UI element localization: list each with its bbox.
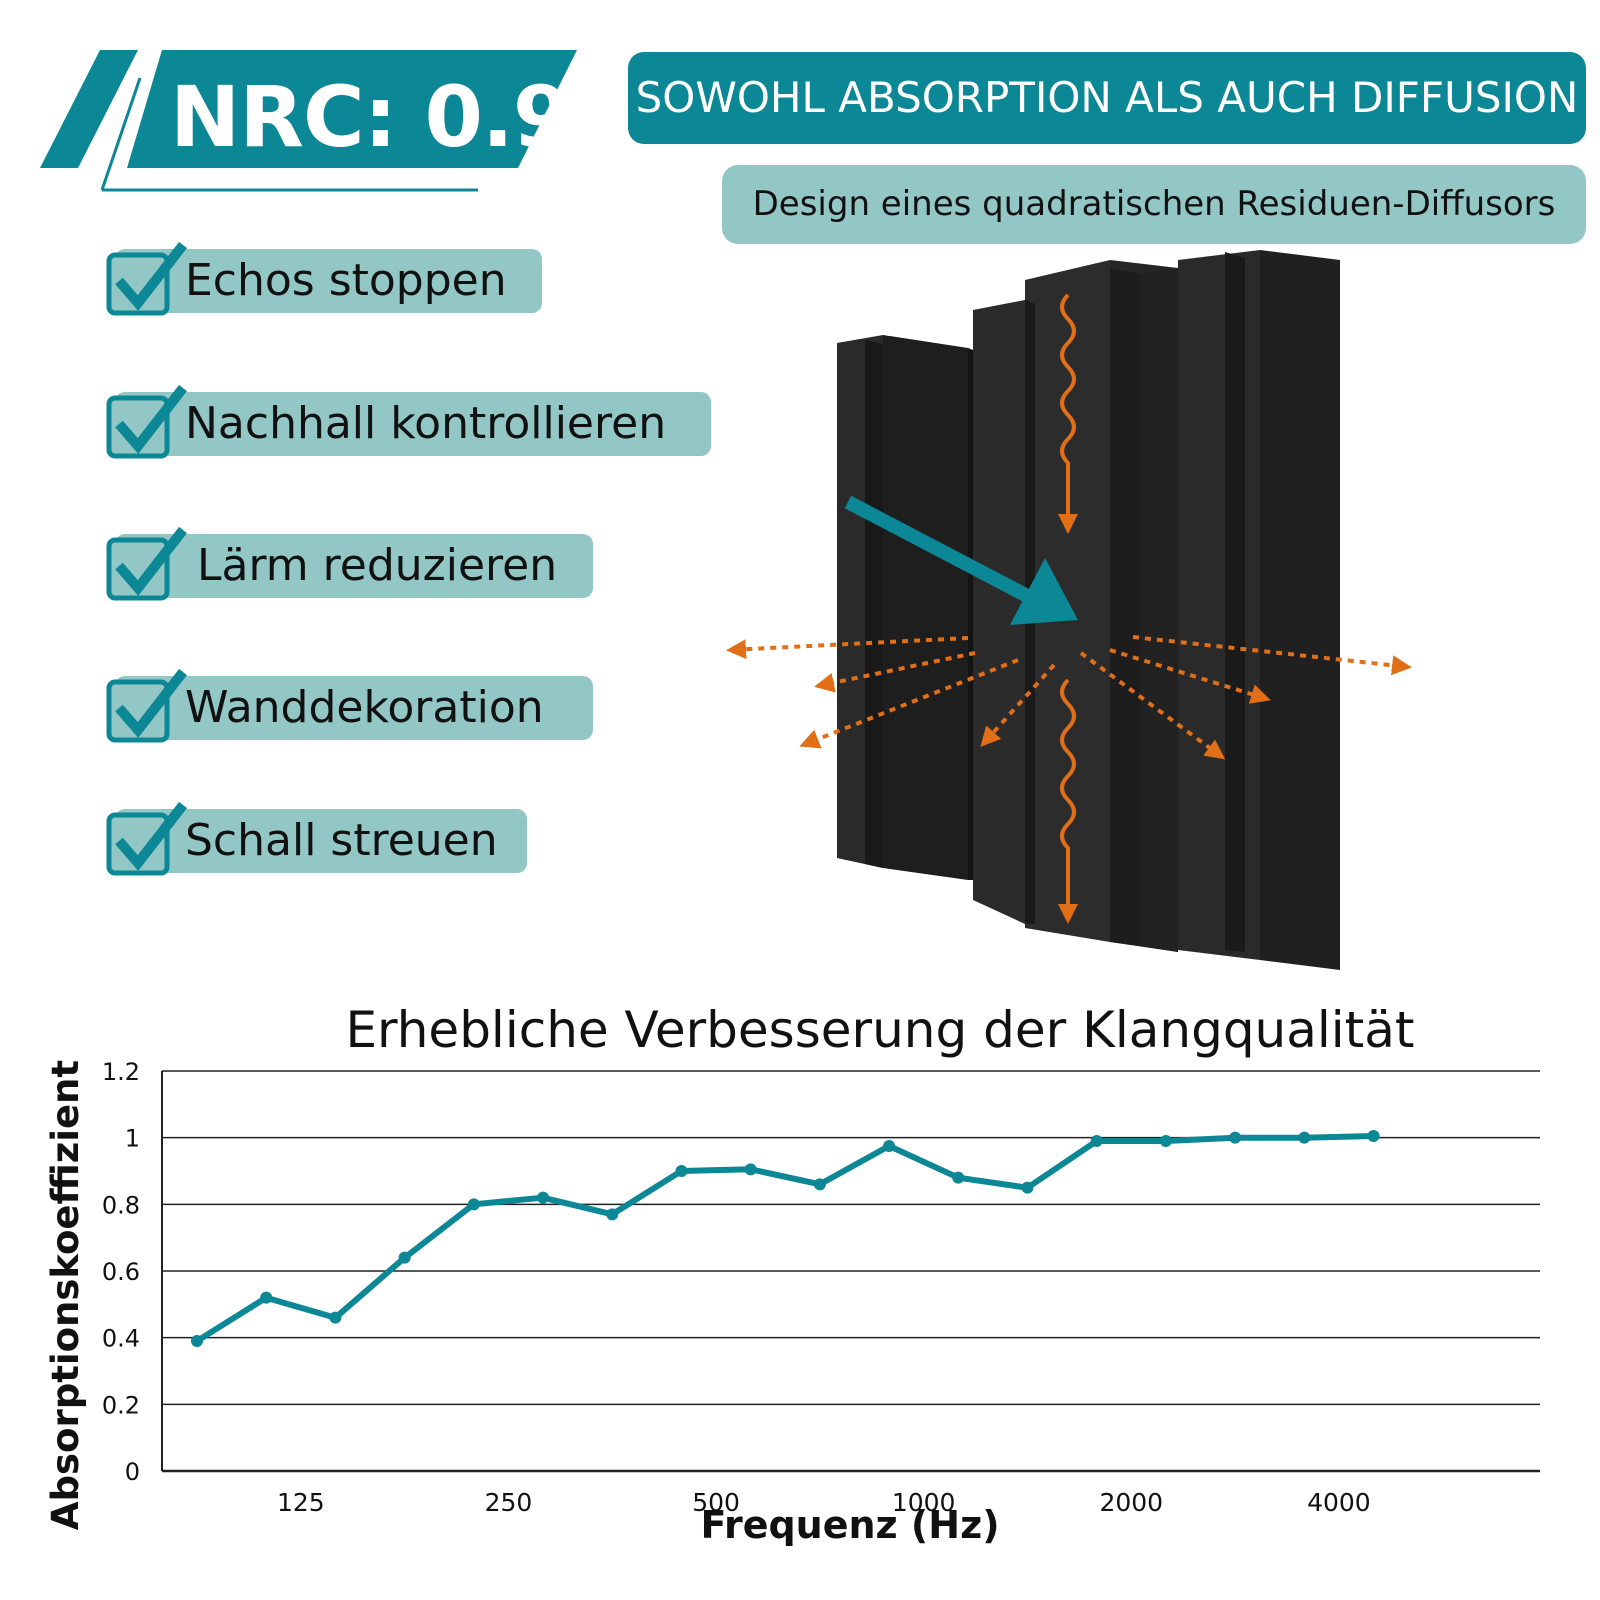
subheadline-banner: Design eines quadratischen Residuen-Diff… [722, 165, 1586, 244]
data-point [191, 1335, 203, 1347]
y-axis-label-wrap: Absorptionskoeffizient [44, 1060, 87, 1530]
data-point [1367, 1130, 1380, 1142]
diffusion-arrows-icon [726, 635, 1412, 760]
diffuser-slats [837, 250, 1340, 970]
y-tick-label: 0.4 [102, 1325, 140, 1353]
feature-pill [115, 534, 593, 598]
y-tick-label: 1.2 [102, 1058, 140, 1086]
series-points [191, 1130, 1380, 1347]
checkbox-check-icon [106, 384, 187, 459]
feature-item-schall: Schall streuen [105, 801, 527, 876]
feature-pill [115, 809, 527, 873]
y-tick-label: 0.8 [102, 1191, 140, 1219]
x-axis-ticks: 125 250 500 1000 2000 4000 [277, 1488, 1371, 1517]
feature-label: Wanddekoration [185, 682, 544, 733]
feature-item-nachhall: Nachhall kontrollieren [105, 384, 711, 459]
y-axis-ticks: 0 0.2 0.4 0.6 0.8 1 1.2 [102, 1058, 140, 1486]
feature-label: Nachhall kontrollieren [185, 398, 667, 449]
feature-label: Schall streuen [185, 815, 498, 866]
data-point [744, 1163, 757, 1176]
feature-item-echos: Echos stoppen [105, 241, 545, 316]
absorption-wave-icon [1058, 678, 1078, 924]
nrc-banner [40, 50, 577, 192]
data-point [952, 1171, 965, 1184]
y-tick-label: 0.2 [102, 1391, 140, 1419]
checkbox-check-icon [106, 241, 187, 316]
checkbox-check-icon [106, 526, 187, 601]
nrc-value: NRC: 0.9 [170, 68, 571, 166]
diffuser-panel-illustration [726, 250, 1412, 970]
data-point [398, 1251, 411, 1264]
data-point [883, 1140, 896, 1152]
feature-label: Echos stoppen [185, 255, 507, 306]
data-point [675, 1165, 688, 1177]
data-point [606, 1208, 619, 1221]
x-tick-label: 500 [692, 1488, 740, 1517]
x-tick-label: 1000 [892, 1488, 956, 1517]
y-tick-label: 0.6 [102, 1258, 140, 1286]
feature-label: Lärm reduzieren [197, 540, 558, 591]
chart-gridlines [161, 1070, 1540, 1473]
x-tick-label: 125 [277, 1488, 325, 1517]
feature-pill [115, 392, 711, 456]
feature-item-laerm: Lärm reduzieren [105, 526, 593, 601]
feature-pill [115, 249, 542, 313]
data-point [1021, 1181, 1034, 1194]
data-point [1229, 1131, 1242, 1144]
x-axis-label: Frequenz (Hz) [700, 1503, 999, 1547]
x-tick-label: 250 [485, 1488, 533, 1517]
data-point [329, 1311, 342, 1324]
checkbox-check-icon [106, 668, 187, 743]
y-tick-label: 0 [125, 1458, 140, 1486]
series-line [195, 1133, 1374, 1344]
data-point [260, 1291, 273, 1304]
data-point [813, 1178, 826, 1191]
absorption-chart: 00.20.40.60.811.2 125 250 500 1000 2000 4000 … [102, 1058, 1540, 1547]
x-tick-label: 2000 [1099, 1488, 1163, 1517]
data-point [1298, 1131, 1311, 1144]
y-axis-label: Absorptionskoeffizient [44, 1060, 87, 1530]
feature-pill [115, 676, 593, 740]
checkbox-check-icon [106, 801, 187, 876]
data-point [1159, 1135, 1172, 1147]
absorption-wave-icon [1058, 293, 1078, 534]
feature-item-wanddekoration: Wanddekoration [105, 668, 593, 743]
headline-banner: SOWOHL ABSORPTION ALS AUCH DIFFUSION [628, 52, 1586, 144]
data-point [1090, 1135, 1103, 1147]
x-tick-label: 4000 [1307, 1488, 1371, 1517]
data-point [467, 1198, 480, 1211]
incoming-sound-arrow-icon [844, 495, 1078, 625]
y-tick-label: 1 [125, 1125, 140, 1153]
chart-title: Erhebliche Verbesserung der Klangqualitä… [345, 1001, 1415, 1059]
data-point [537, 1191, 550, 1204]
